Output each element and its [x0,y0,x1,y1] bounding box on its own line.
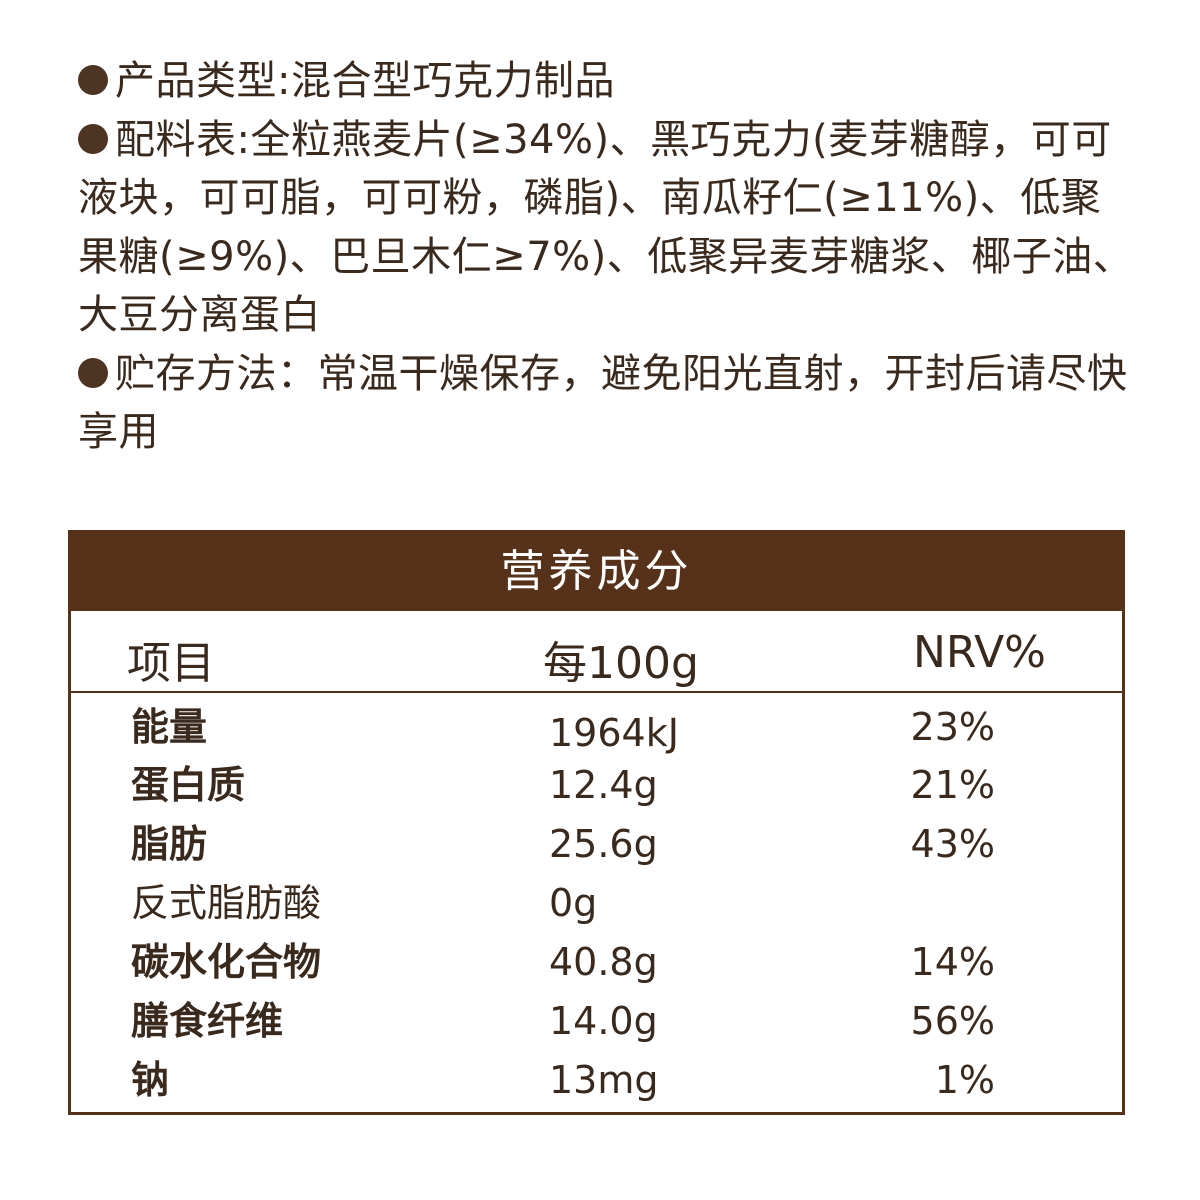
nutrition-table: 营养成分 项目 每100g NRV% 能量 1964kJ 23% 蛋白质 12.… [68,530,1125,1115]
table-row: 钠 13mg 1% [71,1050,1122,1110]
nutrition-title: 营养成分 [71,533,1122,611]
nutrient-amount: 12.4g [549,763,658,807]
nutrient-amount: 0g [549,881,598,925]
storage-text: 贮存方法：常温干燥保存，避免阳光直射，开封后请尽快享用 [78,350,1128,456]
table-row: 碳水化合物 40.8g 14% [71,932,1122,992]
header-per100g: 每100g [543,638,699,689]
nutrient-name: 碳水化合物 [131,940,322,984]
product-type-line: 产品类型:混合型巧克力制品 [78,52,1138,111]
nutrient-amount: 1964kJ [549,711,679,755]
nutrient-amount: 25.6g [549,822,658,866]
ingredients-line: 配料表:全粒燕麦片(≥34%)、黑巧克力(麦芽糖醇，可可液块，可可脂，可可粉，磷… [78,111,1138,345]
storage-line: 贮存方法：常温干燥保存，避免阳光直射，开封后请尽快享用 [78,345,1138,462]
table-row: 膳食纤维 14.0g 56% [71,991,1122,1051]
nutrient-amount: 14.0g [549,999,658,1043]
nutrient-nrv: 14% [910,940,995,984]
bullet-icon [78,65,108,95]
nutrient-nrv: 1% [934,1058,995,1102]
nutrient-name: 蛋白质 [131,763,246,807]
nutrient-nrv: 21% [910,763,995,807]
table-row: 脂肪 25.6g 43% [71,814,1122,874]
header-nrv: NRV% [913,627,1046,678]
nutrient-name: 脂肪 [131,822,208,866]
table-header: 项目 每100g NRV% [71,611,1122,693]
nutrient-nrv: 56% [910,999,995,1043]
nutrient-name: 反式脂肪酸 [131,881,322,925]
bullet-icon [78,357,108,388]
ingredients-text: 配料表:全粒燕麦片(≥34%)、黑巧克力(麦芽糖醇，可可液块，可可脂，可可粉，磷… [78,116,1134,339]
product-info: 产品类型:混合型巧克力制品 配料表:全粒燕麦片(≥34%)、黑巧克力(麦芽糖醇，… [78,52,1138,462]
nutrient-amount: 13mg [549,1058,659,1102]
table-row: 蛋白质 12.4g 21% [71,755,1122,815]
table-row: 能量 1964kJ 23% [71,697,1122,757]
bullet-icon [78,123,108,154]
nutrient-nrv: 43% [910,822,995,866]
nutrient-amount: 40.8g [549,940,658,984]
product-type-text: 产品类型:混合型巧克力制品 [115,58,615,104]
nutrient-name: 能量 [131,705,208,749]
nutrient-name: 膳食纤维 [131,999,284,1043]
table-row: 反式脂肪酸 0g [71,873,1122,933]
header-item: 项目 [127,638,215,689]
nutrient-nrv: 23% [910,705,995,749]
nutrient-name: 钠 [131,1058,170,1102]
